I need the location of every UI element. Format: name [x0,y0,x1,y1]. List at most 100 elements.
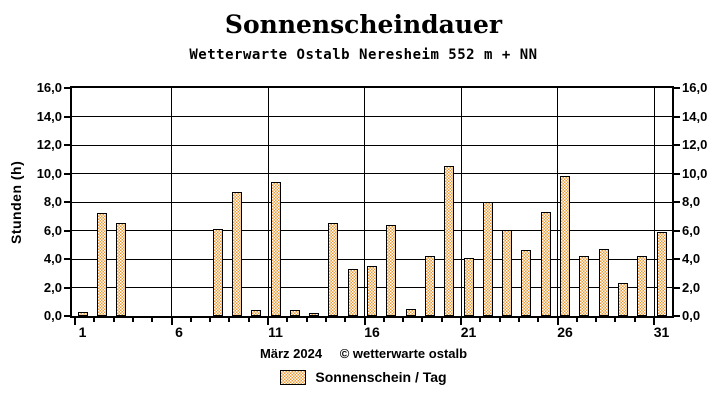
y-tick-right [674,87,680,89]
y-tick-label-right: 12,0 [682,137,708,152]
x-tick-label: 16 [364,324,380,340]
bar-day-22 [482,202,493,316]
bar-day-16 [367,266,377,316]
y-tick-left [64,286,70,289]
bar-day-31 [656,232,667,316]
bar-day-2 [96,213,107,316]
gridline-horizontal [72,116,672,117]
bar-day-15 [347,269,358,316]
y-tick-left [64,201,70,203]
legend: Sonnenschein / Tag [0,369,727,385]
plot-area [72,88,672,316]
bar-day-18 [405,309,416,316]
x-tick-minor [228,318,231,322]
x-tick-minor [189,318,192,322]
x-tick-minor [247,318,250,322]
y-tick-right [674,258,680,260]
y-tick-left [64,258,70,260]
gridline-horizontal [72,258,672,260]
y-tick-left [64,115,70,118]
x-tick-minor [537,318,540,322]
legend-label: Sonnenschein / Tag [315,369,447,385]
bar-day-13 [309,313,320,316]
x-tick-minor [595,318,598,322]
x-tick-label: 6 [175,324,183,340]
x-tick-label: 21 [460,324,477,340]
x-tick-minor [633,318,636,322]
footer-copyright-label: © wetterwarte ostalb [339,346,468,361]
x-tick-major [653,318,655,325]
y-tick-right [674,315,680,317]
x-tick-major [556,318,559,325]
x-tick-minor [479,318,482,322]
y-tick-right [674,229,680,232]
y-tick-right [674,286,680,289]
bar-day-29 [617,283,628,316]
x-tick-minor [575,318,578,322]
bar-day-30 [637,256,648,316]
bar-day-11 [270,182,281,316]
x-tick-minor [402,318,405,322]
bar-day-17 [386,225,397,316]
y-tick-label-left: 10,0 [36,165,62,181]
gridline-vertical [460,88,462,316]
y-tick-label-right: 0,0 [682,308,701,323]
y-axis-title: Stunden (h) [8,160,24,244]
bar-day-1 [77,312,88,316]
x-tick-label: 11 [268,324,283,340]
y-tick-label-right: 4,0 [682,251,701,266]
x-tick-label: 31 [653,324,670,340]
y-tick-label-left: 16,0 [36,80,62,95]
y-tick-left [64,144,70,146]
x-tick-minor [305,318,308,322]
bar-day-23 [502,230,513,316]
bar-day-8 [212,229,223,316]
x-tick-minor [93,318,96,322]
y-tick-label-left: 4,0 [43,251,62,266]
x-tick-minor [440,318,443,322]
x-tick-minor [517,318,520,322]
chart-title: Sonnenscheindauer [224,10,503,39]
y-tick-label-left: 14,0 [36,108,62,124]
bar-day-9 [231,192,242,316]
bar-day-21 [463,258,474,316]
x-tick-minor [498,318,501,322]
y-tick-label-right: 6,0 [682,222,701,238]
y-tick-left [64,315,70,317]
y-tick-label-right: 10,0 [682,165,708,181]
y-tick-label-left: 6,0 [43,222,62,238]
gridline-horizontal [72,173,672,174]
y-tick-label-right: 2,0 [682,279,701,295]
x-tick-minor [286,318,289,322]
x-tick-minor [324,318,327,322]
y-tick-right [674,115,680,118]
x-tick-minor [382,318,385,322]
y-tick-right [674,144,680,146]
x-tick-minor [421,318,424,322]
y-tick-label-left: 12,0 [36,137,62,152]
legend-swatch [280,369,307,385]
bar-day-27 [579,256,590,316]
y-tick-right [674,201,680,203]
y-tick-label-left: 2,0 [43,279,62,295]
bar-day-28 [598,249,609,316]
y-tick-label-right: 8,0 [682,194,701,209]
bar-day-24 [521,250,532,316]
x-tick-major [267,318,269,325]
bar-day-20 [444,166,455,316]
bar-day-26 [560,176,570,316]
gridline-vertical [653,88,655,316]
gridline-vertical [267,88,269,316]
y-tick-label-right: 16,0 [682,80,708,95]
y-tick-label-right: 14,0 [682,108,708,124]
x-tick-major [170,318,173,325]
bar-day-25 [540,212,551,316]
y-tick-label-left: 0,0 [43,308,62,323]
y-tick-label-left: 8,0 [43,194,62,209]
x-tick-major [363,318,366,325]
x-tick-minor [131,318,134,322]
gridline-horizontal [72,201,672,203]
x-tick-minor [614,318,617,322]
x-tick-minor [151,318,154,322]
